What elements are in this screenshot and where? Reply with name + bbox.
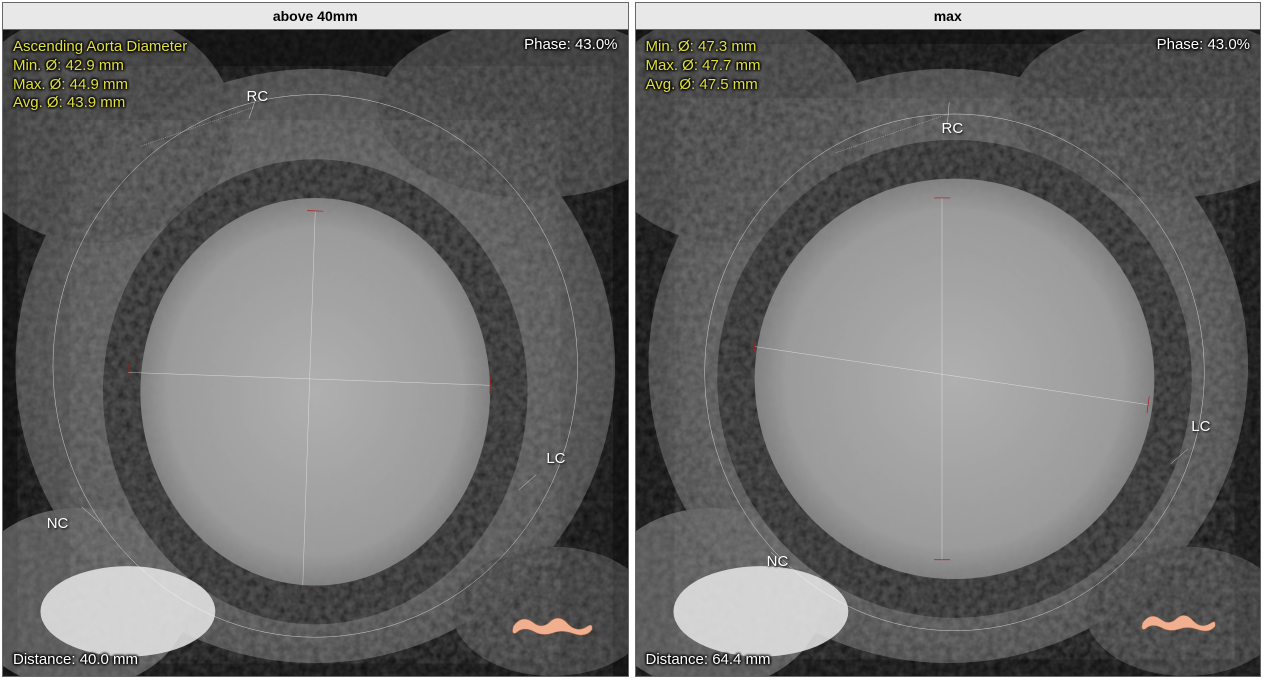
ct-viewport[interactable]: Min. Ø: 47.3 mmMax. Ø: 47.7 mmAvg. Ø: 47… xyxy=(636,30,1261,676)
panel-header: max xyxy=(636,3,1261,30)
ct-viewport[interactable]: Ascending Aorta DiameterMin. Ø: 42.9 mmM… xyxy=(3,30,628,676)
viewer-panel: above 40mmAscending Aorta DiameterMin. Ø… xyxy=(2,2,629,677)
viewer-panel: maxMin. Ø: 47.3 mmMax. Ø: 47.7 mmAvg. Ø:… xyxy=(635,2,1262,677)
panel-header: above 40mm xyxy=(3,3,628,30)
